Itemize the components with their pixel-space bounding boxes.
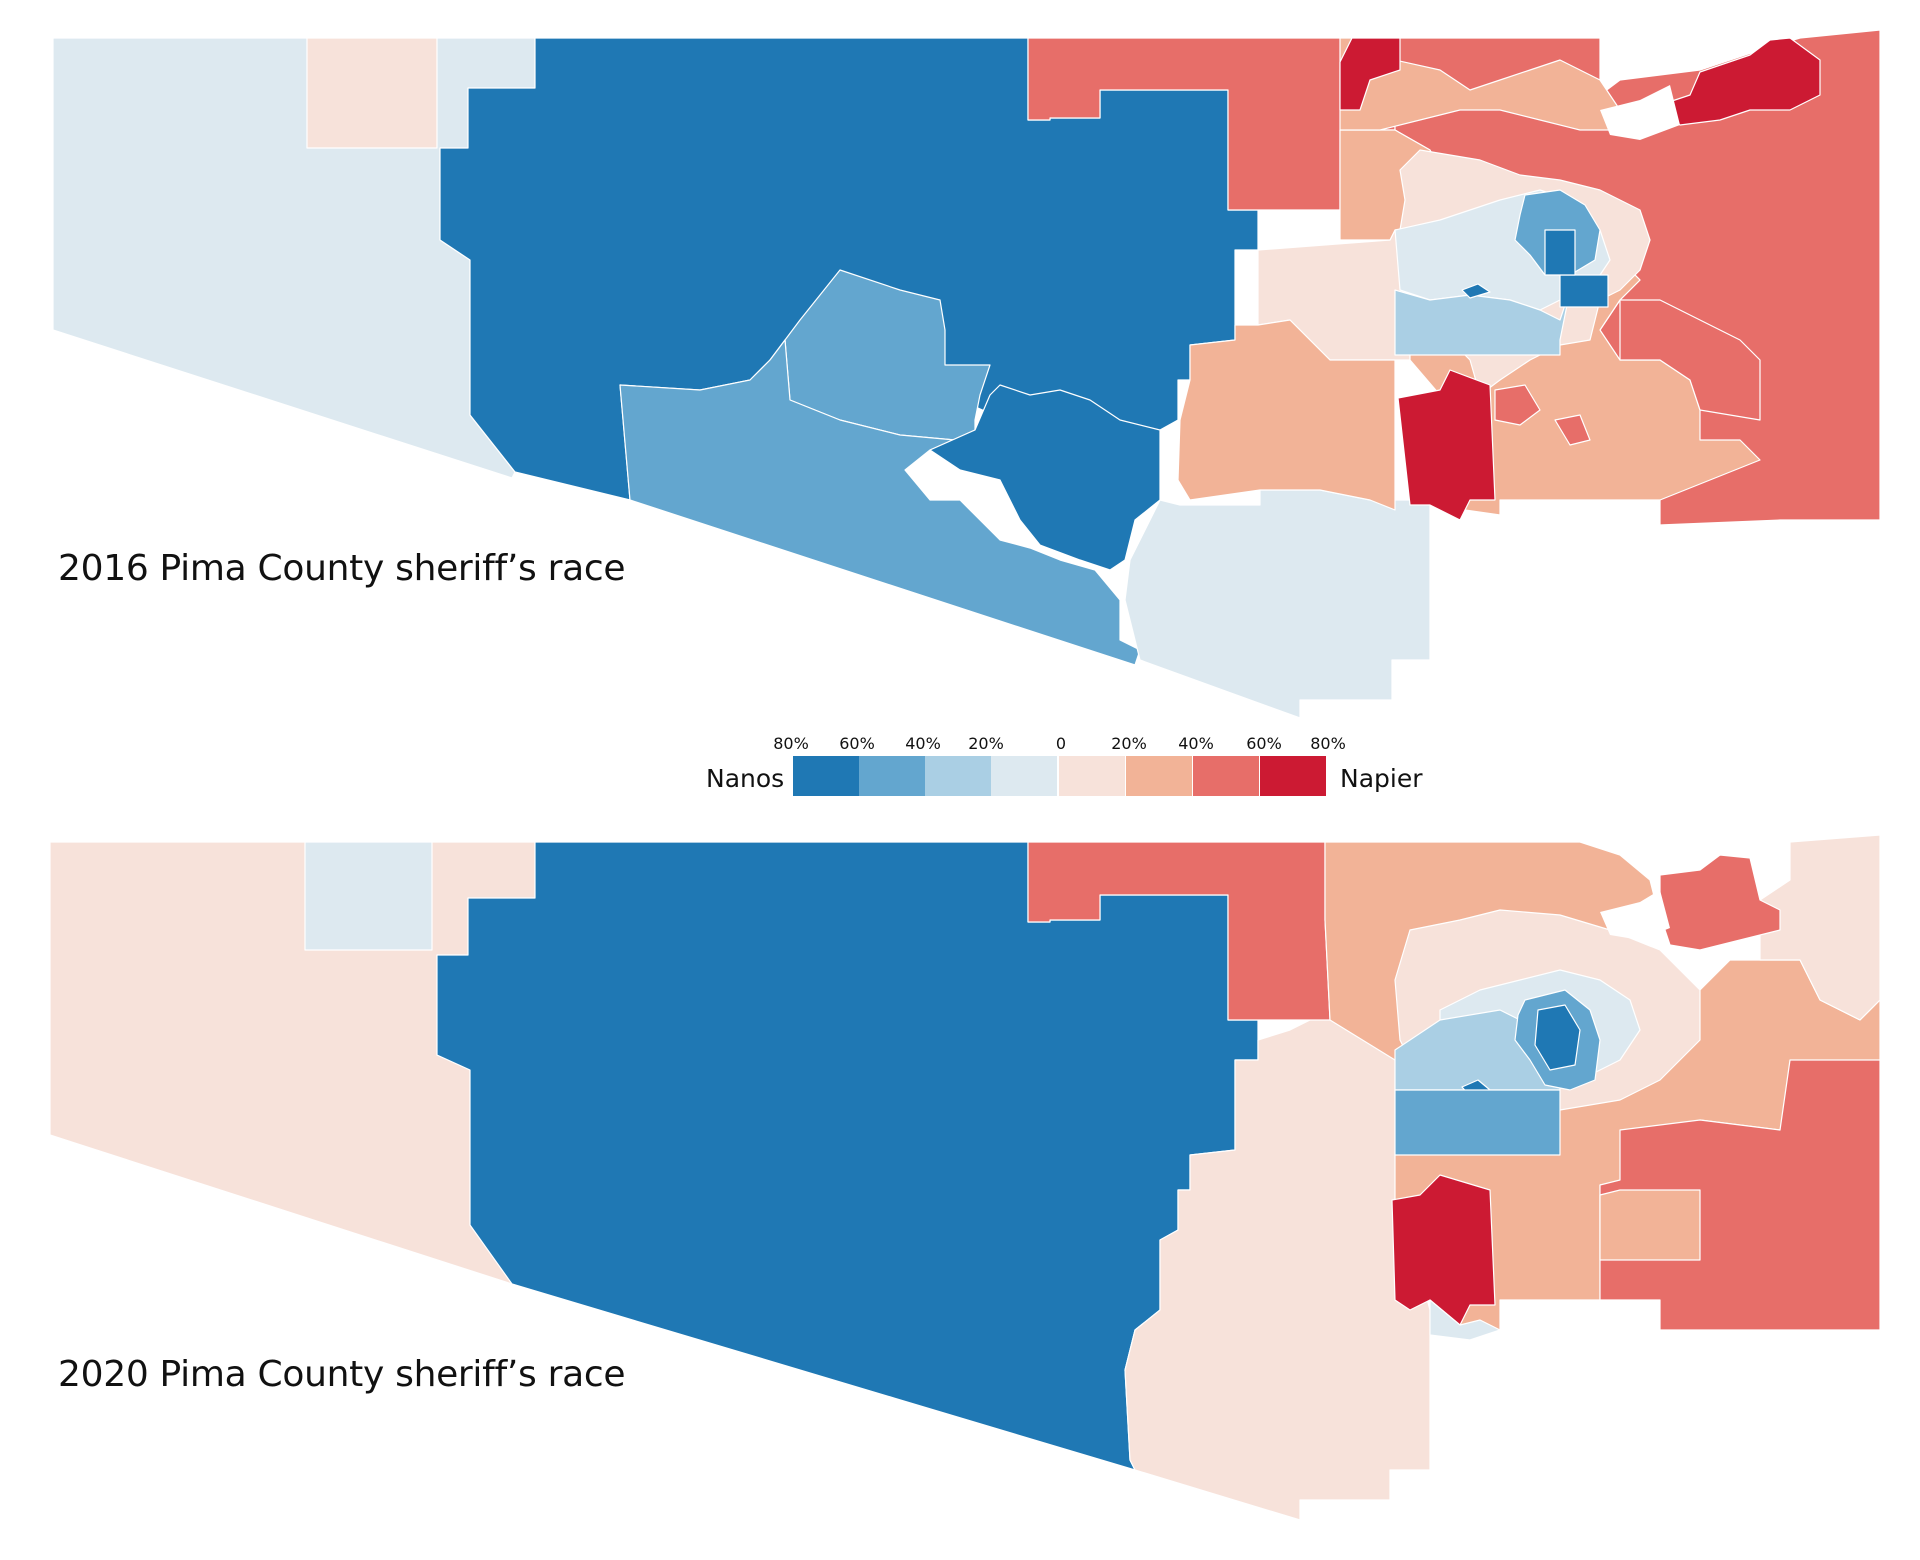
region-southeast-lobe-2016 (929, 384, 1161, 571)
region-midblue-south-2020 (1394, 1089, 1561, 1156)
region-lightblue-square-2020 (304, 841, 433, 951)
region-white-gap-2020 (1600, 890, 1670, 940)
region-east-red-2020 (1599, 1059, 1881, 1331)
region-west-2016 (52, 37, 536, 479)
map-2016 (52, 29, 1881, 719)
region-red-tile2-2016 (1554, 414, 1591, 446)
region-red-south-2020 (1391, 1174, 1496, 1326)
region-core-spot-2016 (1461, 283, 1491, 299)
map-2020 (49, 834, 1881, 1521)
region-east-salmon-2020 (1599, 1189, 1701, 1261)
region-red-tile-2016 (1494, 384, 1541, 426)
region-core-small-2016 (1544, 229, 1576, 276)
region-east-red-lower-2016 (1619, 299, 1761, 421)
region-tucson-core-mid-2016 (1394, 289, 1571, 356)
region-core-block-2016 (1559, 274, 1609, 308)
region-salmon-south-2016 (1177, 319, 1396, 511)
map-title-2016: 2016 Pima County sheriff’s race (58, 548, 626, 589)
region-red-oro-valley-2016 (1339, 37, 1401, 111)
region-south-wedge-2020 (1429, 1299, 1501, 1341)
region-white-gap-2016 (1600, 85, 1680, 140)
region-red-catalina-2020 (1659, 854, 1781, 951)
region-core-block-2020 (1534, 1004, 1581, 1071)
region-south-wedge-2016 (1124, 489, 1431, 719)
region-pink-square-2016 (306, 37, 438, 149)
region-south-band-2016 (619, 339, 1141, 666)
region-red-south-2016 (1397, 369, 1496, 521)
region-east-pink-ne-2020 (1759, 834, 1881, 1021)
map-title-2020: 2020 Pima County sheriff’s race (58, 1354, 626, 1395)
